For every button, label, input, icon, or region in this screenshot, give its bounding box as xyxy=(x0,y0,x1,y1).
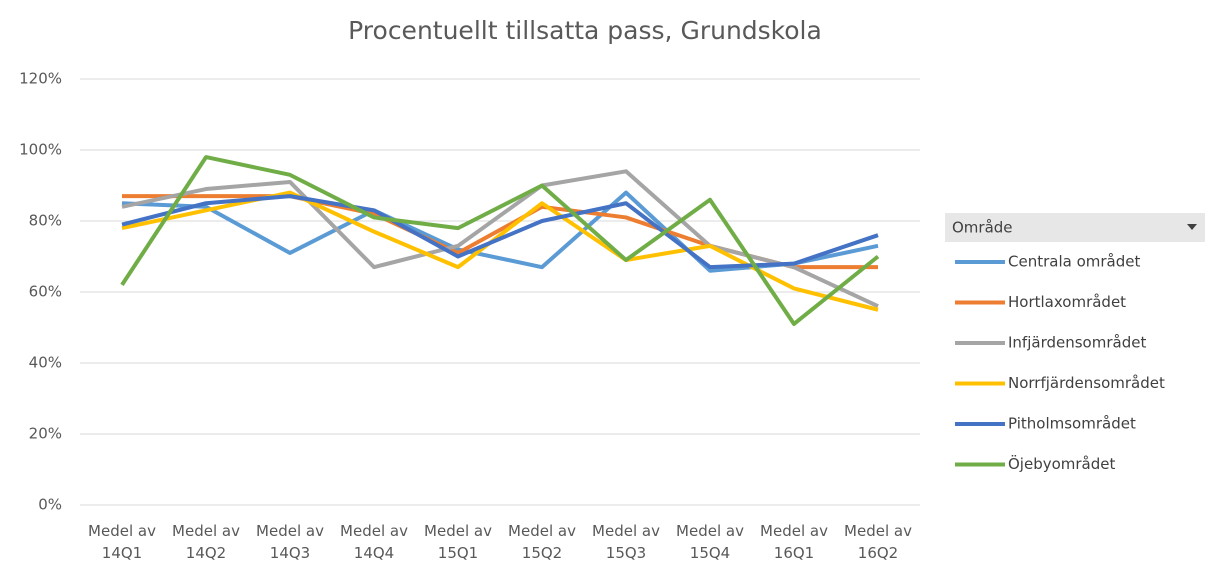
series-line xyxy=(121,169,879,309)
x-tick-label: Medel av 14Q2 xyxy=(172,522,240,562)
x-tick-label: Medel av 15Q3 xyxy=(592,522,660,562)
x-tick-label-line: 15Q4 xyxy=(690,544,730,562)
x-tick-label: Medel av 14Q4 xyxy=(340,522,408,562)
x-tick-label: Medel av 15Q1 xyxy=(424,522,492,562)
x-tick-label-line: Medel av xyxy=(508,522,576,540)
x-tick-label: Medel av 15Q2 xyxy=(508,522,576,562)
y-tick-label: 40% xyxy=(29,354,62,372)
y-tick-label: 0% xyxy=(38,496,62,514)
x-tick-label-line: Medel av xyxy=(256,522,324,540)
x-tick-label-line: Medel av xyxy=(88,522,156,540)
x-tick-label-line: 16Q1 xyxy=(774,544,814,562)
x-tick-label-line: 15Q1 xyxy=(438,544,478,562)
legend-label: Öjebyområdet xyxy=(1008,454,1115,473)
x-tick-label-line: Medel av xyxy=(592,522,660,540)
x-tick-label-line: Medel av xyxy=(172,522,240,540)
x-tick-label-line: 15Q2 xyxy=(522,544,562,562)
y-tick-label: 100% xyxy=(19,141,62,159)
chart-title: Procentuellt tillsatta pass, Grundskola xyxy=(348,16,822,45)
y-tick-label: 80% xyxy=(29,212,62,230)
x-tick-label-line: Medel av xyxy=(340,522,408,540)
legend-label: Infjärdensområdet xyxy=(1008,334,1146,352)
x-tick-label: Medel av 14Q1 xyxy=(88,522,156,562)
y-tick-label: 20% xyxy=(29,425,62,443)
legend-header[interactable] xyxy=(945,213,1205,242)
x-tick-label: Medel av 16Q1 xyxy=(760,522,828,562)
x-tick-label-line: 15Q3 xyxy=(606,544,646,562)
x-tick-label-line: 16Q2 xyxy=(858,544,898,562)
x-tick-label-line: Medel av xyxy=(760,522,828,540)
legend-label: Centrala området xyxy=(1008,253,1140,271)
x-tick-label-line: Medel av xyxy=(844,522,912,540)
legend-label: Hortlaxområdet xyxy=(1008,293,1126,311)
x-tick-label: Medel av 15Q4 xyxy=(676,522,744,562)
x-tick-label: Medel av 16Q2 xyxy=(844,522,912,562)
x-tick-label-line: Medel av xyxy=(424,522,492,540)
x-tick-label-line: 14Q1 xyxy=(102,544,142,562)
x-tick-label-line: Medel av xyxy=(676,522,744,540)
x-tick-label: Medel av 14Q3 xyxy=(256,522,324,562)
legend-title: Område xyxy=(952,219,1013,237)
y-tick-label: 120% xyxy=(19,70,62,88)
y-tick-label: 60% xyxy=(29,283,62,301)
series-line xyxy=(120,155,880,326)
legend-label: Pitholmsområdet xyxy=(1008,415,1136,433)
x-tick-label-line: 14Q4 xyxy=(354,544,394,562)
x-tick-label-line: 14Q2 xyxy=(186,544,226,562)
x-tick-label-line: 14Q3 xyxy=(270,544,310,562)
legend-label: Norrfjärdensområdet xyxy=(1008,374,1165,392)
filter-arrow[interactable] xyxy=(1187,224,1197,230)
